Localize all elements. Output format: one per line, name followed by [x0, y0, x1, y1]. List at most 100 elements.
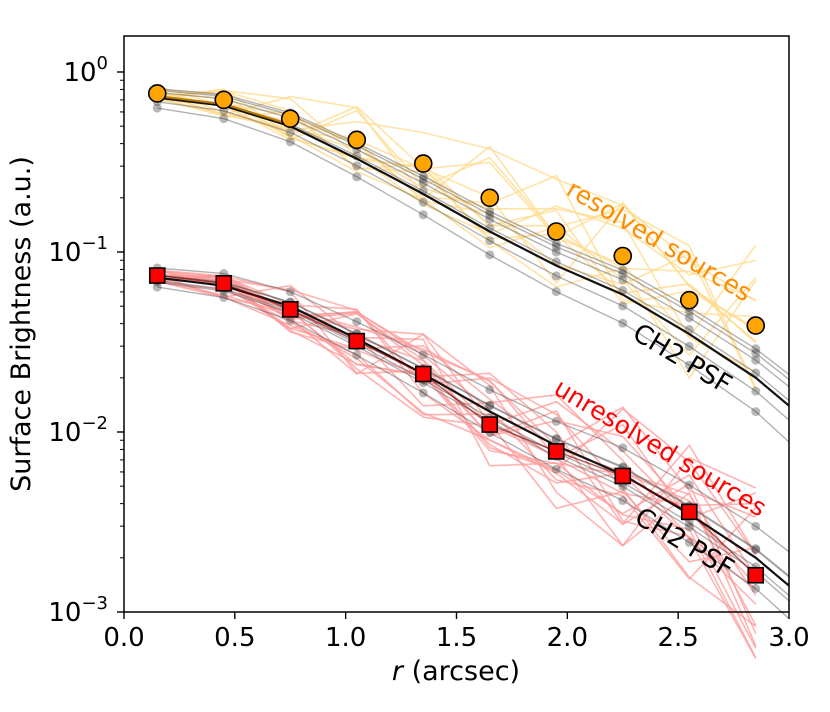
psf-lower-dot — [551, 434, 561, 444]
psf-upper-dot — [618, 301, 628, 311]
psf-upper-dot — [352, 172, 362, 182]
psf-lower-dot — [352, 317, 362, 327]
y-tick-label: 10−3 — [48, 593, 108, 628]
psf-upper-dot — [618, 265, 628, 275]
psf-lower-dot — [618, 496, 628, 506]
unresolved-individual-line — [157, 274, 757, 626]
x-tick-label: 2.5 — [657, 623, 698, 653]
x-tick-label: 0.5 — [214, 623, 255, 653]
unresolved-point — [215, 275, 233, 292]
x-axis-ticks: 0.0 0.5 1.0 1.5 2.0 2.5 3.0 — [103, 612, 810, 653]
x-tick-label: 2.0 — [547, 623, 588, 653]
y-tick-label: 10−2 — [48, 413, 108, 448]
y-axis-ticks: 100 10−1 10−2 10−3 — [48, 53, 124, 628]
psf-lower-dot — [684, 522, 694, 532]
psf-upper-dot — [551, 238, 561, 248]
psf-upper-variant — [157, 88, 790, 375]
psf-upper-dot — [551, 247, 561, 257]
psf-lower-dot — [485, 400, 495, 410]
unresolved-point — [348, 332, 366, 350]
psf-upper-dot — [418, 171, 428, 181]
psf-upper-dot — [684, 313, 694, 323]
unresolved-individual-line — [157, 275, 757, 555]
unresolved-point — [281, 301, 299, 318]
x-tick-label: 3.0 — [768, 623, 809, 653]
psf-upper-variant — [157, 107, 790, 443]
psf-upper-dot — [485, 210, 495, 220]
psf-lower-dot — [551, 434, 561, 444]
psf-upper-dot — [485, 236, 495, 246]
psf-lower-dot — [684, 480, 694, 490]
psf-lower-dot — [551, 464, 561, 474]
psf-upper-dot — [418, 178, 428, 188]
unresolved-mean-line — [157, 274, 757, 576]
resolved-point — [280, 109, 300, 129]
psf-lower-line — [157, 276, 790, 587]
x-tick-label: 1.5 — [436, 623, 477, 653]
resolved-individual-line — [157, 95, 756, 318]
psf-upper-dot — [751, 348, 761, 358]
psf-lower-dot — [219, 292, 229, 302]
unresolved-point — [680, 503, 698, 521]
unresolved-individual-line — [157, 273, 757, 647]
psf-upper-dot — [352, 161, 362, 171]
resolved-individual-line — [157, 92, 757, 391]
resolved-point — [413, 154, 433, 173]
psf-lower-variant — [157, 267, 790, 553]
psf-upper-dot — [152, 103, 162, 113]
data-markers — [147, 84, 766, 584]
unresolved-individual-line — [157, 280, 757, 547]
psf-upper-dot — [751, 344, 761, 354]
psf-lower-dot — [751, 544, 761, 554]
x-axis-label: r (arcsec) — [392, 656, 520, 687]
psf-upper-dot — [485, 250, 495, 260]
psf-lower-dot — [684, 517, 694, 527]
psf-lower-dot — [751, 545, 761, 555]
psf-lower-dot — [285, 287, 295, 297]
unresolved-point — [148, 267, 166, 284]
psf-lower-variant — [157, 274, 790, 577]
psf-upper-dot — [219, 114, 229, 124]
psf-upper-variant — [157, 101, 790, 421]
psf-upper-dot — [285, 137, 295, 147]
psf-upper-dot — [418, 174, 428, 184]
psf-upper-dot — [618, 275, 628, 285]
psf-upper-dot — [751, 386, 761, 396]
psf-lower-dot — [418, 350, 428, 360]
psf-upper-dot — [418, 197, 428, 207]
psf-lower-dot — [618, 443, 628, 453]
psf-upper-dot — [618, 318, 628, 328]
resolved-point — [347, 130, 367, 150]
psf-upper-dot — [618, 269, 628, 279]
psf-lower-dot — [352, 350, 362, 360]
psf-lower-dot — [485, 385, 495, 395]
resolved-point — [480, 188, 500, 208]
resolved-point — [746, 316, 766, 335]
psf-upper-dot — [751, 407, 761, 417]
psf-lower-dot — [285, 315, 295, 325]
psf-upper-dot — [551, 271, 561, 281]
unresolved-point — [614, 467, 632, 485]
unresolved-individual-line — [157, 270, 757, 605]
psf-upper-dot — [485, 214, 495, 224]
resolved-individual-line — [157, 99, 757, 332]
y-axis-label: Surface Brightness (a.u.) — [6, 156, 37, 492]
unresolved-point — [747, 566, 765, 584]
resolved-point — [214, 90, 234, 110]
unresolved-individual-line — [157, 274, 757, 591]
unresolved-point — [414, 365, 432, 383]
psf-lower-dot — [418, 388, 428, 398]
psf-lower-dot — [751, 583, 761, 593]
x-tick-label: 1.0 — [325, 623, 366, 653]
resolved-point — [613, 246, 633, 266]
psf-upper-line — [157, 96, 790, 407]
psf-upper-dot — [418, 210, 428, 220]
psf-upper-dot — [684, 341, 694, 351]
resolved-point — [546, 222, 566, 241]
psf-upper-dot — [485, 206, 495, 216]
psf-lower-dot — [152, 282, 162, 292]
resolved-individual-line — [157, 89, 757, 329]
psf-lower-variant — [157, 274, 790, 578]
psf-lower-dot — [684, 537, 694, 547]
